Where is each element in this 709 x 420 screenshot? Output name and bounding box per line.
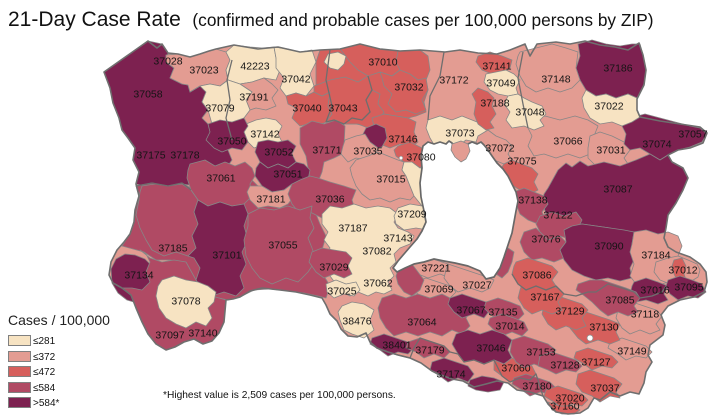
svg-text:37118: 37118 — [631, 309, 660, 321]
svg-text:37020: 37020 — [555, 393, 584, 405]
svg-text:37023: 37023 — [189, 65, 218, 77]
svg-text:37072: 37072 — [485, 143, 514, 155]
svg-text:37075: 37075 — [507, 156, 536, 168]
svg-text:37042: 37042 — [281, 74, 310, 86]
svg-text:37153: 37153 — [526, 347, 555, 359]
svg-text:37031: 37031 — [596, 145, 625, 157]
svg-text:37032: 37032 — [394, 82, 423, 94]
svg-text:38476: 38476 — [342, 316, 371, 328]
svg-text:37141: 37141 — [482, 61, 511, 73]
svg-text:37052: 37052 — [264, 147, 293, 159]
svg-text:37127: 37127 — [581, 357, 610, 369]
svg-text:37178: 37178 — [170, 150, 199, 162]
svg-text:37080: 37080 — [406, 152, 435, 164]
svg-text:37067: 37067 — [456, 305, 485, 317]
svg-text:37058: 37058 — [133, 89, 162, 101]
svg-text:37181: 37181 — [256, 194, 285, 206]
svg-text:37066: 37066 — [553, 136, 582, 148]
svg-text:37037: 37037 — [590, 383, 619, 395]
svg-text:37050: 37050 — [217, 136, 246, 148]
svg-text:37082: 37082 — [362, 246, 391, 258]
svg-text:37016: 37016 — [640, 285, 669, 297]
svg-text:37148: 37148 — [541, 74, 570, 86]
svg-text:37051: 37051 — [273, 169, 302, 181]
svg-text:37062: 37062 — [363, 278, 392, 290]
svg-text:37055: 37055 — [268, 240, 297, 252]
svg-text:37101: 37101 — [212, 250, 241, 262]
svg-text:37040: 37040 — [292, 103, 321, 115]
svg-text:37069: 37069 — [424, 284, 453, 296]
svg-text:37064: 37064 — [407, 317, 436, 329]
svg-text:37135: 37135 — [488, 307, 517, 319]
svg-text:37079: 37079 — [205, 103, 234, 115]
svg-text:42223: 42223 — [240, 61, 269, 73]
svg-text:37061: 37061 — [206, 173, 235, 185]
svg-text:37049: 37049 — [486, 78, 515, 90]
svg-text:37010: 37010 — [368, 57, 397, 69]
svg-text:37185: 37185 — [158, 243, 187, 255]
svg-text:37022: 37022 — [594, 101, 623, 113]
svg-text:37138: 37138 — [518, 195, 547, 207]
svg-text:37078: 37078 — [171, 296, 200, 308]
svg-text:37179: 37179 — [415, 345, 444, 357]
svg-text:37025: 37025 — [327, 286, 356, 298]
svg-text:37035: 37035 — [353, 146, 382, 158]
svg-text:37087: 37087 — [603, 184, 632, 196]
svg-text:37097: 37097 — [155, 330, 184, 342]
svg-text:37134: 37134 — [124, 270, 153, 282]
svg-text:37095: 37095 — [674, 282, 703, 294]
svg-text:37184: 37184 — [641, 250, 670, 262]
svg-text:37187: 37187 — [338, 223, 367, 235]
svg-text:37143: 37143 — [383, 233, 412, 245]
svg-text:37074: 37074 — [642, 139, 671, 151]
svg-text:37014: 37014 — [495, 321, 524, 333]
svg-text:37149: 37149 — [617, 346, 646, 358]
svg-text:37160: 37160 — [550, 401, 579, 413]
svg-text:38401: 38401 — [382, 340, 411, 352]
svg-text:37043: 37043 — [328, 103, 357, 115]
svg-text:37029: 37029 — [319, 262, 348, 274]
svg-text:37060: 37060 — [501, 363, 530, 375]
svg-text:37146: 37146 — [388, 134, 417, 146]
svg-text:37122: 37122 — [543, 210, 572, 222]
svg-text:37073: 37073 — [445, 128, 474, 140]
svg-text:37191: 37191 — [239, 92, 268, 104]
svg-text:37128: 37128 — [550, 360, 579, 372]
svg-text:37129: 37129 — [555, 306, 584, 318]
svg-text:37015: 37015 — [376, 174, 405, 186]
svg-text:37188: 37188 — [480, 98, 509, 110]
svg-text:37209: 37209 — [397, 209, 426, 221]
svg-text:37057: 37057 — [678, 129, 707, 141]
svg-text:37167: 37167 — [530, 292, 559, 304]
svg-text:37174: 37174 — [436, 369, 465, 381]
svg-text:37086: 37086 — [522, 270, 551, 282]
svg-text:37076: 37076 — [531, 234, 560, 246]
svg-text:37180: 37180 — [522, 381, 551, 393]
svg-text:37171: 37171 — [312, 145, 341, 157]
svg-text:37027: 37027 — [462, 280, 491, 292]
svg-text:37140: 37140 — [188, 328, 217, 340]
svg-text:37090: 37090 — [594, 241, 623, 253]
svg-text:37048: 37048 — [515, 107, 544, 119]
svg-text:37221: 37221 — [421, 263, 450, 275]
svg-text:37028: 37028 — [153, 56, 182, 68]
svg-text:37175: 37175 — [136, 150, 165, 162]
svg-text:37142: 37142 — [250, 129, 279, 141]
svg-text:37172: 37172 — [439, 75, 468, 87]
svg-text:37012: 37012 — [668, 265, 697, 277]
svg-text:37186: 37186 — [603, 63, 632, 75]
svg-text:37046: 37046 — [476, 343, 505, 355]
svg-text:37036: 37036 — [315, 194, 344, 206]
svg-text:37085: 37085 — [605, 295, 634, 307]
svg-text:37130: 37130 — [589, 322, 618, 334]
